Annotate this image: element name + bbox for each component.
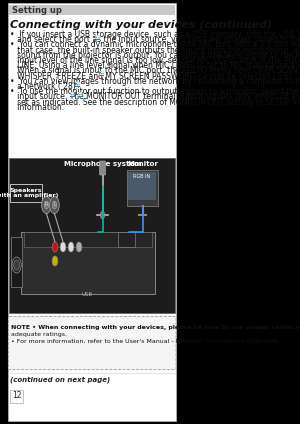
Circle shape [68, 242, 74, 252]
FancyBboxPatch shape [127, 170, 158, 206]
Text: Connecting with your devices (continued): Connecting with your devices (continued) [10, 20, 272, 30]
Circle shape [52, 201, 57, 209]
Circle shape [14, 260, 20, 270]
Text: L: L [53, 203, 56, 207]
Text: WHISPER, FREEZE and MY SCREEN PASSWORD cannot be selected ( 28).: WHISPER, FREEZE and MY SCREEN PASSWORD c… [10, 72, 294, 81]
Text: 28: 28 [69, 92, 76, 97]
Text: RGB IN: RGB IN [134, 174, 151, 179]
FancyBboxPatch shape [21, 232, 155, 294]
Circle shape [52, 256, 58, 266]
FancyBboxPatch shape [11, 237, 22, 287]
Text: When a signal is input to the MIC port, the AUDIO menu item OVER SCAN, KEYSTONE,: When a signal is input to the MIC port, … [10, 67, 300, 75]
Text: Speakers
(with an amplifier): Speakers (with an amplifier) [0, 187, 58, 198]
Text: input source. The MONITOR OUT terminal output signals only when  28 and  28 are: input source. The MONITOR OUT terminal o… [10, 92, 300, 101]
FancyBboxPatch shape [9, 5, 175, 15]
FancyBboxPatch shape [9, 158, 175, 313]
Text: Microphone system: Microphone system [64, 161, 141, 167]
Circle shape [50, 196, 59, 214]
FancyBboxPatch shape [100, 161, 105, 175]
Text: • For more information, refer to the User's Manual - Network Guide on the DVD-RO: • For more information, refer to the Use… [11, 339, 280, 344]
Circle shape [100, 211, 105, 219]
Text: 28: 28 [98, 71, 105, 76]
Text: •  You can view images through the network by connecting a computer to the proje: • You can view images through the networ… [10, 77, 300, 86]
FancyBboxPatch shape [70, 92, 75, 97]
Text: a network ( 28).: a network ( 28). [10, 82, 79, 91]
Circle shape [41, 196, 51, 214]
FancyBboxPatch shape [75, 81, 80, 86]
FancyBboxPatch shape [8, 3, 176, 421]
Text: and select the port as the input source, you can view images stored in the devic: and select the port as the input source,… [10, 35, 300, 44]
Circle shape [76, 242, 82, 252]
FancyBboxPatch shape [8, 316, 176, 369]
Text: set as indicated. See the description of MONITOR OUT setting in SETUP menu for m: set as indicated. See the description of… [10, 98, 300, 106]
Text: information.: information. [10, 103, 64, 112]
Text: 28: 28 [77, 92, 84, 97]
Text: 88: 88 [94, 35, 101, 40]
Circle shape [44, 201, 49, 209]
Circle shape [12, 257, 21, 273]
Text: that case, the built-in speaker outputs the sound from the microphone, even whil: that case, the built-in speaker outputs … [10, 46, 300, 55]
FancyBboxPatch shape [128, 172, 156, 200]
FancyBboxPatch shape [118, 232, 135, 247]
Text: 12: 12 [12, 391, 21, 401]
FancyBboxPatch shape [78, 92, 83, 97]
Text: sound from the projector is output. You can input line level signal to the MIC p: sound from the projector is output. You … [10, 51, 300, 60]
Circle shape [52, 242, 58, 252]
Text: LINE. Using a line level signal when MIC LEVEL is set to MIC may cause a malfunc: LINE. Using a line level signal when MIC… [10, 61, 300, 70]
Text: 28: 28 [74, 81, 81, 86]
FancyBboxPatch shape [99, 71, 104, 76]
FancyBboxPatch shape [10, 390, 23, 402]
FancyBboxPatch shape [10, 184, 42, 202]
Text: •  To use the monitor out function to output signals to a monitor, select the RG: • To use the monitor out function to out… [10, 87, 300, 96]
FancyBboxPatch shape [23, 232, 152, 247]
Text: •  You can connect a dynamic microphone to the MIC port with a 3.5 mm mini-plug.: • You can connect a dynamic microphone t… [10, 40, 300, 50]
Circle shape [60, 242, 66, 252]
Text: R: R [45, 203, 48, 207]
Text: NOTE • When connecting with your devices, please be sure to use proper cables wi: NOTE • When connecting with your devices… [11, 325, 300, 330]
Text: •  If you insert a USB storage device, such as a USB memory, into the USB TYPE A: • If you insert a USB storage device, su… [10, 30, 300, 39]
Text: (continued on next page): (continued on next page) [10, 376, 111, 382]
Text: input level of the line signal is too low, set the MIC LEVEL item in the AUDIO m: input level of the line signal is too lo… [10, 56, 300, 65]
Text: adequate ratings.: adequate ratings. [11, 332, 68, 337]
Text: Monitor: Monitor [127, 161, 158, 167]
Text: Setting up: Setting up [12, 6, 62, 15]
FancyBboxPatch shape [95, 35, 100, 40]
Text: USB: USB [82, 292, 93, 297]
